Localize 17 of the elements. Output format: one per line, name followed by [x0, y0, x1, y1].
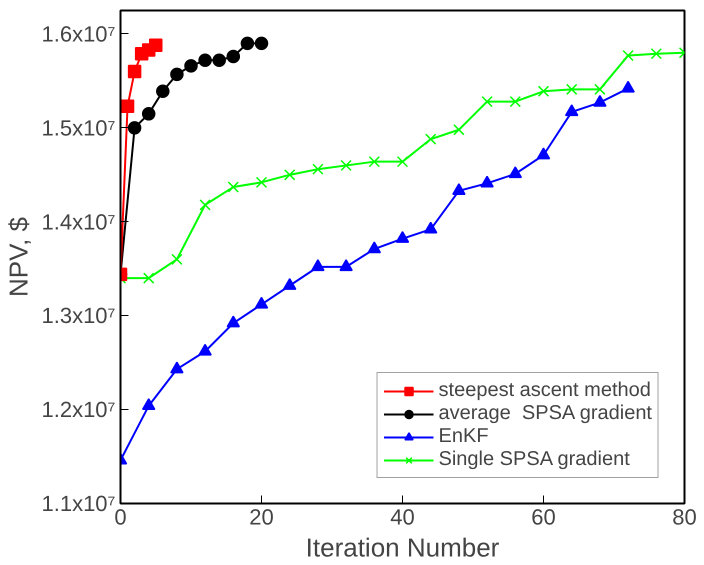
y-tick-label: 1.3x10⁷: [41, 303, 116, 328]
x-tick-label: 80: [672, 504, 697, 530]
x-tick-label: 60: [531, 504, 556, 530]
y-tick-label: 1.5x10⁷: [41, 115, 116, 140]
y-tick-label: 1.1x10⁷: [41, 491, 116, 516]
x-tick-label: 20: [249, 504, 274, 530]
y-tick-label: 1.2x10⁷: [41, 397, 116, 422]
x-axis-title: Iteration Number: [306, 532, 500, 562]
legend-label: steepest ascent method: [438, 379, 651, 402]
legend-label: average SPSA gradient: [438, 402, 652, 425]
x-tick-label: 40: [390, 504, 415, 530]
legend-label: EnKF: [438, 425, 489, 448]
y-tick-label: 1.4x10⁷: [41, 209, 116, 234]
legend-label: Single SPSA gradient: [438, 448, 630, 471]
y-axis-title: NPV, $: [3, 216, 34, 297]
x-tick-label: 0: [114, 504, 127, 530]
y-tick-label: 1.6x10⁷: [41, 21, 116, 46]
